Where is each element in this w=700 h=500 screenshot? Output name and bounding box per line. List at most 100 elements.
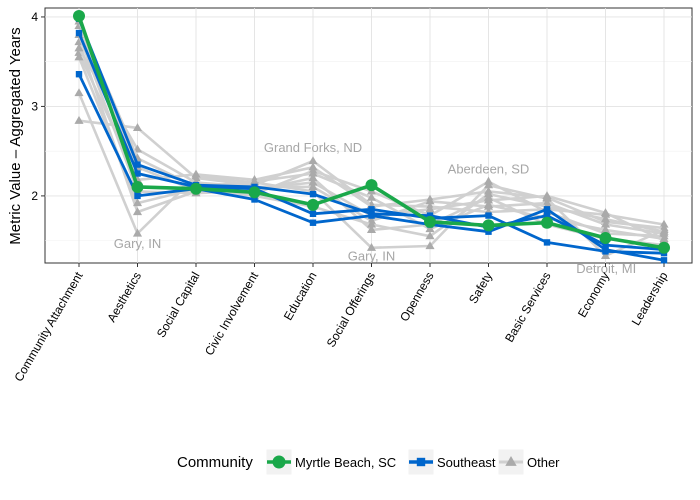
data-point-other <box>132 198 143 207</box>
data-point-myrtle-beach <box>658 241 670 254</box>
data-point-myrtle-beach <box>248 186 261 199</box>
data-point-southeast <box>309 210 317 217</box>
legend-title: Community <box>177 454 253 471</box>
data-point-other <box>542 191 552 200</box>
x-tick-label: Social Offerings <box>324 270 378 350</box>
legend-key-southeast <box>407 448 435 476</box>
data-point-other <box>366 219 377 228</box>
annotation-label: Detroit, MI <box>576 261 636 276</box>
data-point-other <box>249 176 260 185</box>
data-point-southeast <box>134 192 141 200</box>
data-point-southeast <box>485 212 492 219</box>
annotation-label: Grand Forks, ND <box>264 140 362 155</box>
data-point-other <box>600 219 611 228</box>
data-point-southeast <box>368 206 375 213</box>
x-tick-label: Openness <box>397 270 436 324</box>
series-layer <box>73 10 670 264</box>
data-point-other <box>425 196 435 205</box>
data-point-other <box>74 88 84 97</box>
x-tick-label: Basic Services <box>502 270 553 345</box>
data-point-other <box>483 176 494 185</box>
data-point-other <box>505 456 517 466</box>
data-point-southeast <box>660 257 668 264</box>
annotation-layer: Grand Forks, ND Gary, IN Gary, IN Aberdeen,… <box>114 140 636 276</box>
data-point-southeast <box>309 190 317 198</box>
x-tick-label: Leadership <box>629 269 671 328</box>
annotation-label: Aberdeen, SD <box>448 162 530 177</box>
data-point-other <box>308 173 318 182</box>
data-point-myrtle-beach <box>482 219 495 232</box>
data-point-other <box>600 251 611 259</box>
x-tick-label: Social Capital <box>154 270 203 341</box>
data-point-other <box>659 234 669 242</box>
x-tick-label: Aesthetics <box>104 270 144 325</box>
grid-lines <box>45 8 692 263</box>
data-point-other <box>74 43 84 52</box>
data-point-other <box>366 242 377 251</box>
data-point-other <box>600 225 611 234</box>
data-point-southeast <box>426 212 434 219</box>
data-point-other <box>483 189 494 198</box>
legend-label: Southeast <box>437 455 496 470</box>
data-point-other <box>74 115 84 124</box>
y-tick-label: 2 <box>31 189 38 203</box>
data-point-other <box>308 156 318 165</box>
x-tick-label: Education <box>281 270 320 323</box>
data-point-southeast <box>416 457 426 467</box>
data-point-other <box>483 200 494 208</box>
data-point-other <box>308 168 318 177</box>
data-point-other <box>132 228 143 237</box>
data-point-southeast <box>485 228 492 235</box>
data-point-myrtle-beach <box>541 216 553 229</box>
x-tick-label: Economy <box>575 270 612 320</box>
legend: Community Myrtle Beach, SC Southeast Other <box>177 448 560 476</box>
data-point-myrtle-beach <box>365 179 378 192</box>
data-point-southeast <box>543 239 551 246</box>
data-point-myrtle-beach <box>131 180 144 193</box>
data-point-southeast <box>75 29 83 37</box>
y-tick-label: 3 <box>31 99 38 113</box>
y-tick-label: 4 <box>31 10 38 24</box>
data-point-southeast <box>134 170 141 177</box>
data-point-myrtle-beach <box>307 198 319 211</box>
data-point-southeast <box>543 206 551 213</box>
data-point-other <box>425 231 435 240</box>
x-tick-label: Civic Involvement <box>202 269 261 358</box>
data-point-other <box>308 177 318 186</box>
data-point-other <box>132 207 143 216</box>
data-point-southeast <box>75 71 83 78</box>
legend-key-other <box>497 448 525 476</box>
legend-label: Other <box>527 455 560 470</box>
data-point-southeast <box>368 210 375 217</box>
data-point-other <box>425 241 435 250</box>
data-point-myrtle-beach <box>599 231 612 244</box>
data-point-southeast <box>309 219 317 226</box>
data-point-myrtle-beach <box>190 182 202 195</box>
annotation-label: Gary, IN <box>348 248 395 263</box>
data-point-southeast <box>251 196 258 203</box>
data-point-southeast <box>134 161 141 168</box>
data-point-other <box>132 123 143 132</box>
x-tick-label: Community Attachment <box>11 269 85 384</box>
y-axis-title: Metric Value – Aggregated Years <box>7 27 24 244</box>
data-point-other <box>308 182 318 191</box>
data-point-myrtle-beach <box>424 215 436 228</box>
data-point-other <box>191 169 201 178</box>
data-point-myrtle-beach <box>73 10 85 23</box>
data-point-other <box>600 208 611 217</box>
data-point-other <box>366 192 377 201</box>
x-tick-label: Safety <box>466 270 495 306</box>
data-point-other <box>74 52 84 61</box>
data-point-southeast <box>543 212 551 219</box>
annotation-label: Gary, IN <box>114 236 161 251</box>
data-point-southeast <box>602 241 609 249</box>
data-point-other <box>659 226 669 235</box>
data-point-other <box>425 224 435 233</box>
legend-key-myrtle-beach-sc <box>265 448 293 476</box>
data-point-other <box>366 225 377 234</box>
data-point-myrtle-beach <box>272 455 286 469</box>
data-point-southeast <box>602 248 609 255</box>
data-point-other <box>425 204 435 213</box>
